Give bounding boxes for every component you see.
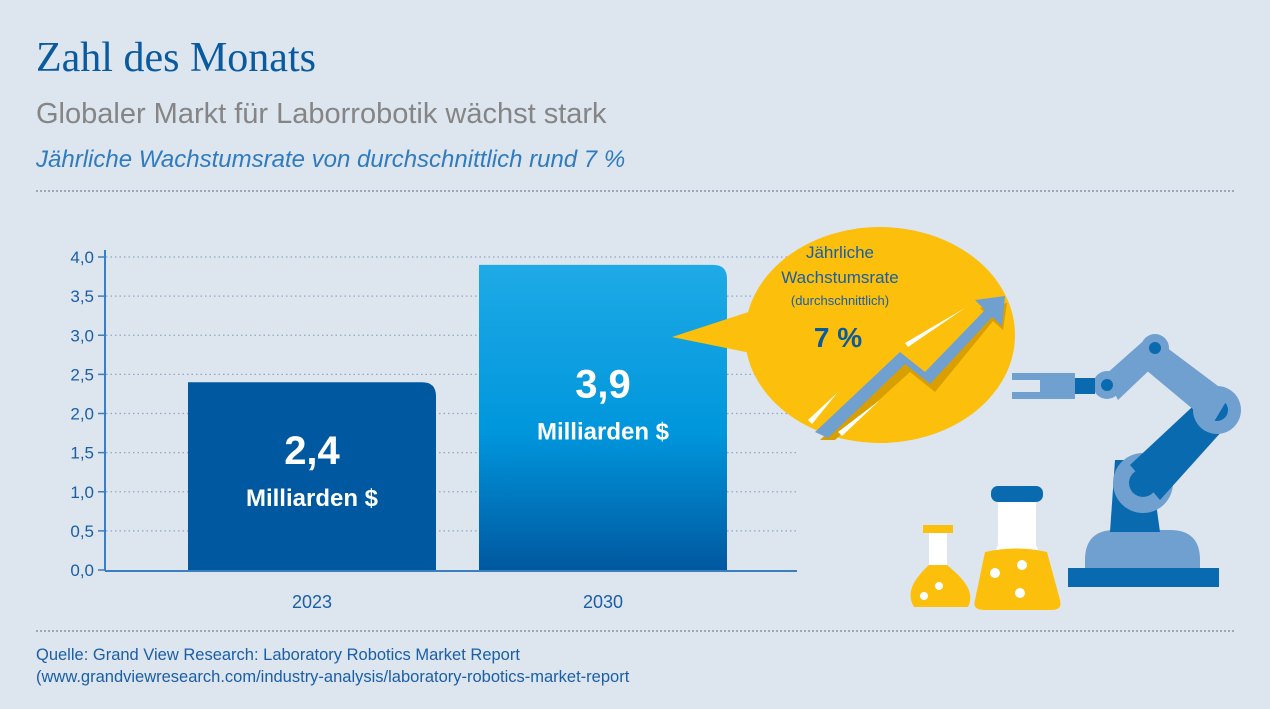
y-tick-label: 2,5	[70, 365, 94, 384]
bar-value-label: 2,4	[284, 429, 340, 473]
subtitle-italic: Jährliche Wachstumsrate von durchschnitt…	[36, 146, 626, 173]
top-divider	[36, 190, 1234, 192]
bar-unit-label: Milliarden $	[246, 485, 379, 512]
trend-arrow-icon	[815, 296, 1005, 438]
bar-value-label: 3,9	[575, 362, 631, 406]
robot-arm-icon	[1012, 334, 1241, 587]
x-tick-label: 2030	[583, 592, 623, 612]
growth-rate-bubble: Jährliche Wachstumsrate (durchschnittlic…	[672, 227, 1015, 443]
y-tick-label: 0,5	[70, 522, 94, 541]
y-tick-label: 2,0	[70, 405, 94, 424]
bar-2030	[479, 264, 727, 570]
page-title: Zahl des Monats	[36, 35, 316, 81]
source-note: Quelle: Grand View Research: Laboratory …	[36, 644, 629, 688]
subtitle: Globaler Markt für Laborrobotik wächst s…	[36, 98, 607, 130]
trend-arrow-shadow-icon	[820, 303, 1007, 440]
x-tick-label: 2023	[292, 592, 332, 612]
y-tick-label: 3,5	[70, 287, 94, 306]
bubble-value: 7 %	[814, 322, 862, 353]
bottom-divider	[36, 630, 1234, 632]
y-tick-label: 0,0	[70, 561, 94, 580]
y-tick-label: 1,5	[70, 444, 94, 463]
flask-large-icon	[974, 486, 1061, 610]
bubble-line1: Jährliche	[806, 243, 874, 262]
source-line1: Quelle: Grand View Research: Laboratory …	[36, 646, 520, 664]
flask-small-icon	[910, 525, 971, 607]
y-tick-label: 1,0	[70, 483, 94, 502]
y-tick-label: 3,0	[70, 326, 94, 345]
y-tick-label: 4,0	[70, 248, 94, 267]
bubble-line3: (durchschnittlich)	[791, 293, 889, 308]
bar-2023	[188, 382, 436, 570]
bar-unit-label: Milliarden $	[537, 418, 670, 445]
bubble-line2: Wachstumsrate	[781, 268, 898, 287]
source-line2: (www.grandviewresearch.com/industry-anal…	[36, 668, 630, 686]
